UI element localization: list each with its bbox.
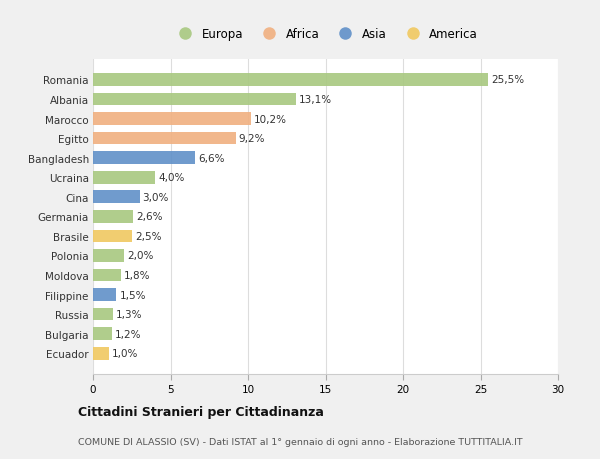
Text: 2,6%: 2,6% — [136, 212, 163, 222]
Text: 2,5%: 2,5% — [135, 231, 161, 241]
Text: COMUNE DI ALASSIO (SV) - Dati ISTAT al 1° gennaio di ogni anno - Elaborazione TU: COMUNE DI ALASSIO (SV) - Dati ISTAT al 1… — [78, 437, 523, 446]
Text: 1,8%: 1,8% — [124, 270, 151, 280]
Text: 1,3%: 1,3% — [116, 309, 143, 319]
Bar — [93, 289, 116, 301]
Text: 10,2%: 10,2% — [254, 114, 287, 124]
Text: 1,5%: 1,5% — [119, 290, 146, 300]
Bar — [93, 347, 109, 360]
Text: 13,1%: 13,1% — [299, 95, 332, 105]
Text: 25,5%: 25,5% — [491, 75, 524, 85]
Bar — [93, 113, 251, 126]
Text: Cittadini Stranieri per Cittadinanza: Cittadini Stranieri per Cittadinanza — [78, 405, 324, 419]
Text: 2,0%: 2,0% — [127, 251, 154, 261]
Bar — [93, 230, 132, 243]
Bar — [93, 74, 488, 87]
Bar — [93, 211, 133, 223]
Text: 6,6%: 6,6% — [199, 153, 225, 163]
Bar — [93, 94, 296, 106]
Text: 1,0%: 1,0% — [112, 348, 138, 358]
Bar — [93, 328, 112, 340]
Bar — [93, 250, 124, 262]
Bar — [93, 172, 155, 184]
Legend: Europa, Africa, Asia, America: Europa, Africa, Asia, America — [173, 28, 478, 41]
Bar — [93, 308, 113, 321]
Text: 4,0%: 4,0% — [158, 173, 184, 183]
Bar — [93, 133, 236, 145]
Text: 9,2%: 9,2% — [239, 134, 265, 144]
Text: 1,2%: 1,2% — [115, 329, 141, 339]
Bar — [93, 269, 121, 282]
Bar — [93, 191, 139, 204]
Bar — [93, 152, 196, 165]
Text: 3,0%: 3,0% — [143, 192, 169, 202]
